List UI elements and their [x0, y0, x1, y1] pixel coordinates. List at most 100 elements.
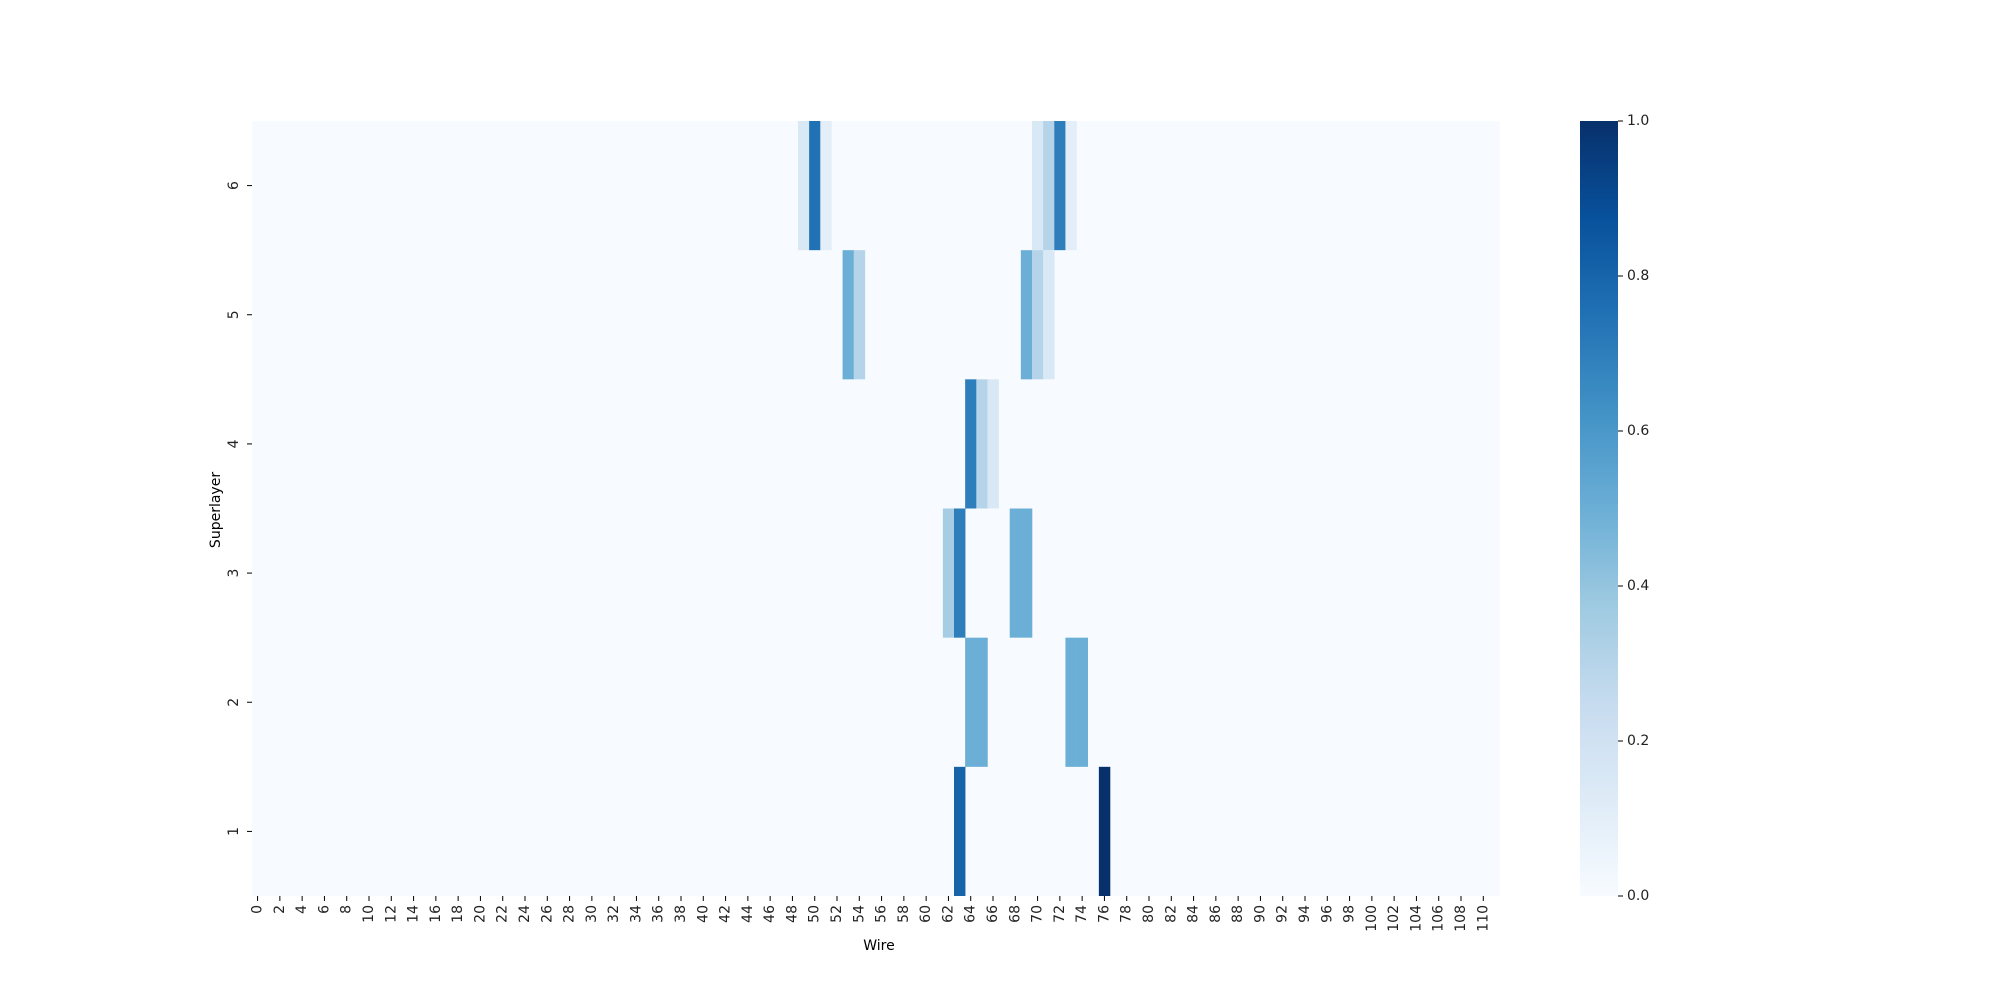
heatmap-cell	[853, 250, 866, 380]
heatmap-cell	[798, 121, 810, 251]
x-tick-label: 40	[695, 905, 711, 923]
heatmap-cell	[1054, 121, 1066, 251]
heatmap-cell	[976, 637, 988, 767]
x-tick-label: 72	[1052, 905, 1068, 923]
x-tick-label: 10	[361, 905, 377, 923]
x-tick-label: 4	[294, 905, 310, 914]
x-tick-label: 98	[1342, 905, 1358, 923]
x-tick-label: 48	[784, 905, 800, 923]
x-tick-label: 102	[1386, 905, 1402, 932]
colorbar-tick-label: 0.2	[1627, 733, 1649, 749]
heatmap-cell	[987, 379, 999, 509]
x-tick-label: 80	[1141, 905, 1157, 923]
x-tick-label: 82	[1163, 905, 1179, 923]
x-tick-label: 46	[762, 905, 778, 923]
x-tick-label: 104	[1408, 905, 1424, 932]
heatmap-cell	[1098, 766, 1111, 896]
x-tick-label: 38	[673, 905, 689, 923]
x-tick-label: 58	[896, 905, 912, 923]
x-tick-label: 34	[628, 905, 644, 923]
x-tick-label: 2	[272, 905, 288, 914]
heatmap-cell	[1043, 250, 1055, 380]
x-tick-label: 64	[963, 905, 979, 923]
y-tick-label: 4	[226, 439, 242, 448]
x-tick-label: 36	[651, 905, 667, 923]
x-tick-label: 22	[495, 905, 511, 923]
colorbar: 0.0 0.2 0.4 0.6 0.8 1.0	[1580, 113, 1649, 904]
x-tick-label: 76	[1096, 905, 1112, 923]
heatmap-cell	[809, 121, 821, 251]
x-axis-ticks: 0 2 4 6 8 10 12 14 16 18 20 22 24 26 28 30 32 34 36 38 40 42 4…	[250, 896, 1491, 932]
x-tick-label: 44	[740, 905, 756, 923]
colorbar-tick-label: 0.8	[1627, 268, 1649, 284]
y-axis-ticks: 6 5 4 3 2 1	[226, 181, 252, 836]
heatmap-cell	[842, 250, 855, 380]
x-tick-label: 106	[1431, 905, 1447, 932]
x-tick-label: 68	[1007, 905, 1023, 923]
x-tick-label: 28	[562, 905, 578, 923]
heatmap-cell	[1065, 637, 1077, 767]
x-tick-label: 56	[874, 905, 890, 923]
x-tick-label: 24	[517, 905, 533, 923]
y-axis-label: Superlayer	[208, 472, 224, 548]
x-tick-label: 42	[718, 905, 734, 923]
colorbar-tick-label: 1.0	[1627, 113, 1649, 129]
heatmap-cell	[965, 637, 977, 767]
colorbar-tick-label: 0.6	[1627, 423, 1649, 439]
x-tick-label: 26	[539, 905, 555, 923]
x-tick-label: 12	[383, 905, 399, 923]
colorbar-gradient	[1580, 121, 1618, 896]
x-tick-label: 6	[316, 905, 332, 914]
heatmap-cell	[1076, 637, 1089, 767]
x-tick-label: 86	[1208, 905, 1224, 923]
heatmap-background	[252, 121, 1500, 896]
x-tick-label: 50	[807, 905, 823, 923]
x-tick-label: 92	[1275, 905, 1291, 923]
heatmap-plot-area	[252, 121, 1500, 896]
x-tick-label: 8	[339, 905, 355, 914]
x-tick-label: 74	[1074, 905, 1090, 923]
x-axis-label: Wire	[863, 938, 895, 954]
x-tick-label: 0	[250, 905, 266, 914]
x-tick-label: 90	[1252, 905, 1268, 923]
colorbar-tick-label: 0.4	[1627, 578, 1649, 594]
heatmap-cell	[820, 121, 832, 251]
x-tick-label: 30	[584, 905, 600, 923]
x-tick-label: 88	[1230, 905, 1246, 923]
x-tick-label: 110	[1475, 905, 1491, 932]
y-tick-label: 2	[226, 698, 242, 707]
x-tick-label: 108	[1453, 905, 1469, 932]
heatmap-cell	[1009, 508, 1022, 638]
heatmap-cell	[1020, 508, 1033, 638]
x-tick-label: 94	[1297, 905, 1313, 923]
x-tick-label: 60	[918, 905, 934, 923]
x-tick-label: 96	[1319, 905, 1335, 923]
x-tick-label: 84	[1186, 905, 1202, 923]
heatmap-cell	[1032, 250, 1044, 380]
heatmap-cell	[954, 508, 966, 638]
heatmap-cell	[942, 508, 955, 638]
x-tick-label: 100	[1364, 905, 1380, 932]
heatmap-cell	[1032, 121, 1044, 251]
heatmap-cell	[1065, 121, 1077, 251]
x-tick-label: 54	[851, 905, 867, 923]
x-tick-label: 14	[406, 905, 422, 923]
x-tick-label: 32	[606, 905, 622, 923]
y-tick-label: 1	[226, 827, 242, 836]
x-tick-label: 62	[940, 905, 956, 923]
heatmap-cell	[976, 379, 988, 509]
x-tick-label: 20	[472, 905, 488, 923]
y-tick-label: 6	[226, 181, 242, 190]
heatmap-cell	[954, 766, 966, 896]
colorbar-tick-label: 0.0	[1627, 888, 1649, 904]
x-tick-label: 18	[450, 905, 466, 923]
x-tick-label: 78	[1119, 905, 1135, 923]
x-tick-label: 16	[428, 905, 444, 923]
x-tick-label: 52	[829, 905, 845, 923]
x-tick-label: 70	[1030, 905, 1046, 923]
heatmap-cell	[1020, 250, 1033, 380]
heatmap-cell	[965, 379, 977, 509]
y-tick-label: 3	[226, 569, 242, 578]
x-tick-label: 66	[985, 905, 1001, 923]
